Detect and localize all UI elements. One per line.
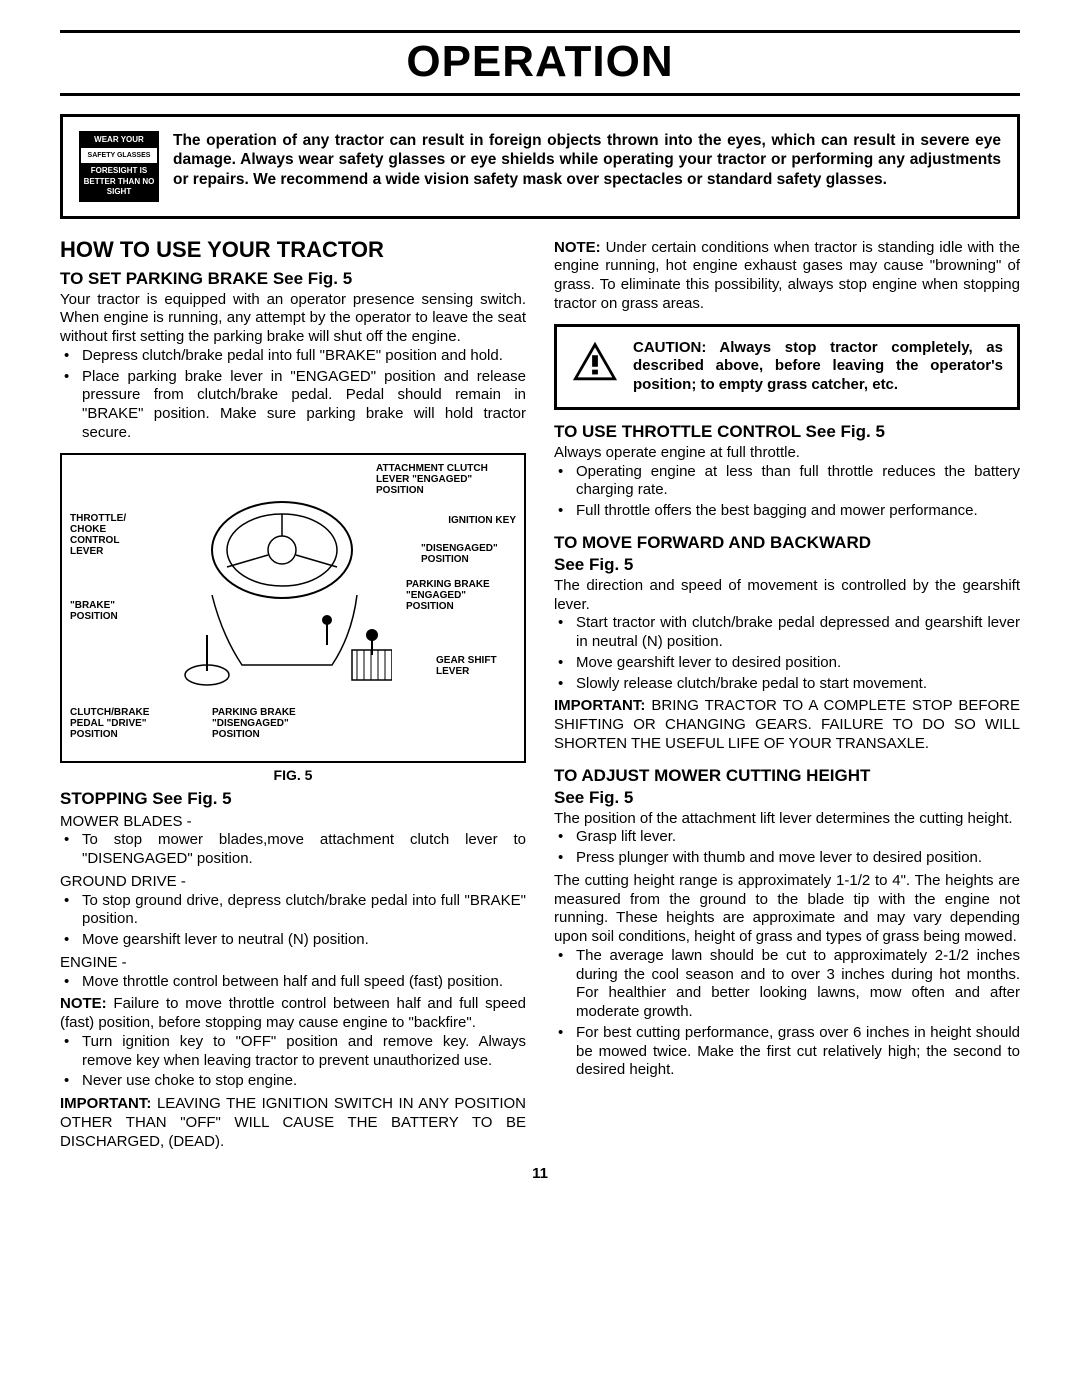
move-intro: The direction and speed of movement is c… (554, 577, 1020, 615)
transaxle-important: IMPORTANT: BRING TRACTOR TO A COMPLETE S… (554, 697, 1020, 753)
list-item: Operating engine at less than full throt… (576, 463, 1020, 501)
engine-list-2: Turn ignition key to "OFF" position and … (60, 1033, 526, 1091)
list-item: The average lawn should be cut to approx… (576, 947, 1020, 1022)
list-item: Grasp lift lever. (576, 828, 1020, 847)
list-item: Depress clutch/brake pedal into full "BR… (82, 347, 526, 366)
caution-label: CAUTION: (633, 339, 706, 356)
engine-subhead: ENGINE - (60, 954, 526, 973)
cutting-heading-1: TO ADJUST MOWER CUTTING HEIGHT (554, 766, 1020, 786)
fig-label: PARKING BRAKE "DISENGAGED" POSITION (212, 707, 322, 740)
caution-text: CAUTION: Always stop tractor completely,… (633, 339, 1003, 395)
list-item: To stop ground drive, depress clutch/bra… (82, 892, 526, 930)
list-item: Press plunger with thumb and move lever … (576, 849, 1020, 868)
move-heading-2: See Fig. 5 (554, 555, 1020, 575)
list-item: To stop mower blades,move attachment clu… (82, 831, 526, 869)
fig-label: "DISENGAGED" POSITION (421, 543, 516, 565)
list-item: Move gearshift lever to neutral (N) posi… (82, 931, 526, 950)
list-item: Place parking brake lever in "ENGAGED" p… (82, 368, 526, 443)
list-item: For best cutting performance, grass over… (576, 1024, 1020, 1080)
backfire-note: NOTE: Failure to move throttle control b… (60, 995, 526, 1033)
how-to-use-heading: HOW TO USE YOUR TRACTOR (60, 237, 526, 263)
move-heading-1: TO MOVE FORWARD AND BACKWARD (554, 533, 1020, 553)
cutting-heading-2: See Fig. 5 (554, 788, 1020, 808)
fig-label: THROTTLE/ CHOKE CONTROL LEVER (70, 513, 140, 557)
rule-top (60, 30, 1020, 33)
fig-label: "BRAKE" POSITION (70, 600, 130, 622)
throttle-intro: Always operate engine at full throttle. (554, 444, 1020, 463)
page-title: OPERATION (60, 37, 1020, 87)
mower-blades-subhead: MOWER BLADES - (60, 813, 526, 832)
ground-drive-list: To stop ground drive, depress clutch/bra… (60, 892, 526, 950)
note-text: Failure to move throttle control between… (60, 995, 526, 1031)
tractor-dashboard-icon (172, 495, 392, 695)
two-column-layout: HOW TO USE YOUR TRACTOR TO SET PARKING B… (60, 237, 1020, 1152)
note-label: NOTE: (60, 995, 107, 1012)
cutting-intro: The position of the attachment lift leve… (554, 810, 1020, 829)
parking-brake-heading: TO SET PARKING BRAKE See Fig. 5 (60, 269, 526, 289)
parking-brake-intro: Your tractor is equipped with an operato… (60, 291, 526, 347)
figure-caption: FIG. 5 (60, 767, 526, 783)
browning-note: NOTE: Under certain conditions when trac… (554, 239, 1020, 314)
cutting-range: The cutting height range is approximatel… (554, 872, 1020, 947)
ignition-important: IMPORTANT: LEAVING THE IGNITION SWITCH I… (60, 1095, 526, 1151)
fig-label: PARKING BRAKE "ENGAGED" POSITION (406, 579, 516, 612)
list-item: Start tractor with clutch/brake pedal de… (576, 614, 1020, 652)
parking-brake-list: Depress clutch/brake pedal into full "BR… (60, 347, 526, 443)
mower-blades-list: To stop mower blades,move attachment clu… (60, 831, 526, 869)
safety-banner-text: The operation of any tractor can result … (173, 131, 1001, 202)
figure-5-box: ATTACHMENT CLUTCH LEVER "ENGAGED" POSITI… (60, 453, 526, 763)
icon-line2: SAFETY GLASSES (81, 148, 157, 163)
list-item: Move gearshift lever to desired position… (576, 654, 1020, 673)
left-column: HOW TO USE YOUR TRACTOR TO SET PARKING B… (60, 237, 526, 1152)
warning-triangle-icon (571, 339, 619, 383)
safety-banner: WEAR YOUR SAFETY GLASSES FORESIGHT IS BE… (60, 114, 1020, 219)
move-list: Start tractor with clutch/brake pedal de… (554, 614, 1020, 693)
fig-label: ATTACHMENT CLUTCH LEVER "ENGAGED" POSITI… (376, 463, 516, 496)
safety-glasses-icon: WEAR YOUR SAFETY GLASSES FORESIGHT IS BE… (79, 131, 159, 202)
icon-line1: WEAR YOUR (81, 135, 157, 145)
page-number: 11 (60, 1165, 1020, 1182)
stopping-heading: STOPPING See Fig. 5 (60, 789, 526, 809)
cutting-list-1: Grasp lift lever. Press plunger with thu… (554, 828, 1020, 868)
icon-line3: FORESIGHT IS BETTER THAN NO SIGHT (81, 166, 157, 197)
rule-bottom (60, 93, 1020, 96)
throttle-list: Operating engine at less than full throt… (554, 463, 1020, 521)
list-item: Move throttle control between half and f… (82, 973, 526, 992)
fig-label: IGNITION KEY (448, 515, 516, 526)
fig-label: CLUTCH/BRAKE PEDAL "DRIVE" POSITION (70, 707, 170, 740)
cutting-list-2: The average lawn should be cut to approx… (554, 947, 1020, 1080)
note-label: NOTE: (554, 239, 601, 256)
caution-box: CAUTION: Always stop tractor completely,… (554, 324, 1020, 410)
throttle-heading: TO USE THROTTLE CONTROL See Fig. 5 (554, 422, 1020, 442)
note-text: Under certain conditions when tractor is… (554, 239, 1020, 312)
important-label: IMPORTANT: (60, 1095, 151, 1112)
list-item: Turn ignition key to "OFF" position and … (82, 1033, 526, 1071)
right-column: NOTE: Under certain conditions when trac… (554, 237, 1020, 1152)
fig-label: GEAR SHIFT LEVER (436, 655, 516, 677)
list-item: Slowly release clutch/brake pedal to sta… (576, 675, 1020, 694)
ground-drive-subhead: GROUND DRIVE - (60, 873, 526, 892)
list-item: Full throttle offers the best bagging an… (576, 502, 1020, 521)
important-label: IMPORTANT: (554, 697, 645, 714)
engine-list-1: Move throttle control between half and f… (60, 973, 526, 992)
list-item: Never use choke to stop engine. (82, 1072, 526, 1091)
